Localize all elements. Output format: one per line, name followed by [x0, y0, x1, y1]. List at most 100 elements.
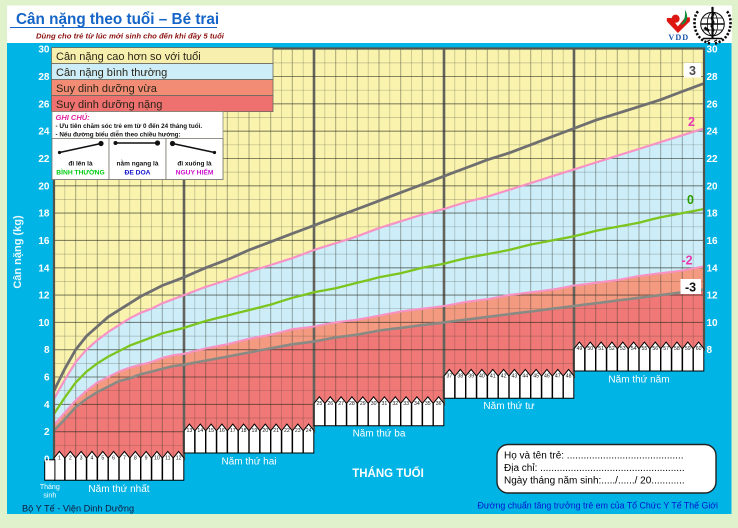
svg-text:24: 24 — [38, 127, 50, 138]
svg-text:44: 44 — [522, 373, 528, 379]
svg-text:56: 56 — [652, 346, 658, 352]
svg-text:đi xuống là: đi xuống là — [177, 160, 212, 168]
svg-text:58: 58 — [674, 346, 680, 352]
svg-text:26: 26 — [327, 401, 333, 407]
svg-text:43: 43 — [512, 373, 518, 379]
svg-text:27: 27 — [338, 401, 344, 407]
svg-text:3: 3 — [80, 455, 83, 461]
svg-text:Bộ Y Tế - Viện Dinh Dưỡng: Bộ Y Tế - Viện Dinh Dưỡng — [22, 504, 134, 514]
svg-text:16: 16 — [219, 428, 225, 434]
svg-text:10: 10 — [154, 455, 160, 461]
svg-text:Cân nặng (kg): Cân nặng (kg) — [12, 215, 24, 289]
svg-text:35: 35 — [425, 401, 431, 407]
svg-text:Cân nặng bình thường: Cân nặng bình thường — [56, 67, 167, 79]
svg-text:8: 8 — [707, 345, 713, 356]
svg-text:42: 42 — [501, 373, 507, 379]
svg-text:12: 12 — [38, 291, 50, 302]
svg-text:59: 59 — [685, 346, 691, 352]
svg-text:Suy dinh dưỡng nặng: Suy dinh dưỡng nặng — [56, 99, 162, 111]
svg-text:8: 8 — [134, 455, 137, 461]
svg-text:6: 6 — [112, 455, 115, 461]
svg-text:2: 2 — [44, 427, 50, 438]
svg-text:40: 40 — [479, 373, 485, 379]
svg-text:28: 28 — [38, 72, 50, 83]
svg-text:13: 13 — [187, 428, 193, 434]
svg-text:45: 45 — [533, 373, 539, 379]
svg-text:37: 37 — [447, 373, 453, 379]
svg-text:14: 14 — [707, 263, 719, 274]
svg-text:30: 30 — [707, 45, 719, 56]
svg-text:24: 24 — [707, 127, 719, 138]
svg-text:52: 52 — [609, 346, 615, 352]
svg-text:BÌNH THƯỜNG: BÌNH THƯỜNG — [56, 168, 104, 177]
svg-text:55: 55 — [642, 346, 648, 352]
svg-text:- Ưu tiên chăm sóc trẻ em từ 0: - Ưu tiên chăm sóc trẻ em từ 0 đến 24 th… — [56, 122, 203, 130]
svg-text:Cân nặng theo tuổi – Bé trai: Cân nặng theo tuổi – Bé trai — [16, 11, 219, 28]
svg-text:nằm ngang là: nằm ngang là — [117, 159, 159, 168]
svg-text:Họ và tên trẻ: ...............: Họ và tên trẻ: .........................… — [504, 451, 684, 462]
svg-text:26: 26 — [38, 99, 50, 110]
svg-text:15: 15 — [208, 428, 214, 434]
svg-text:31: 31 — [382, 401, 388, 407]
svg-text:34: 34 — [414, 401, 420, 407]
svg-text:21: 21 — [273, 428, 279, 434]
svg-text:11: 11 — [165, 455, 170, 461]
svg-text:3: 3 — [689, 64, 696, 78]
svg-text:NGUY HIỂM: NGUY HIỂM — [176, 168, 214, 177]
svg-text:22: 22 — [707, 154, 719, 165]
svg-text:8: 8 — [44, 345, 50, 356]
svg-text:-3: -3 — [685, 281, 696, 295]
svg-text:50: 50 — [587, 346, 593, 352]
svg-text:VDD: VDD — [668, 33, 689, 42]
svg-text:32: 32 — [392, 401, 398, 407]
svg-text:2: 2 — [69, 455, 72, 461]
svg-text:41: 41 — [490, 373, 496, 379]
svg-text:28: 28 — [349, 401, 355, 407]
svg-text:17: 17 — [230, 428, 236, 434]
svg-text:47: 47 — [555, 373, 561, 379]
svg-text:53: 53 — [620, 346, 626, 352]
svg-text:-2: -2 — [681, 254, 692, 268]
svg-text:5: 5 — [101, 455, 104, 461]
svg-text:6: 6 — [44, 373, 50, 384]
svg-text:Năm thứ hai: Năm thứ hai — [221, 457, 276, 468]
svg-text:46: 46 — [544, 373, 550, 379]
svg-text:26: 26 — [707, 99, 719, 110]
svg-text:Cân nặng cao hơn so với tuổi: Cân nặng cao hơn so với tuổi — [56, 51, 201, 63]
svg-text:28: 28 — [707, 72, 719, 83]
svg-text:38: 38 — [457, 373, 463, 379]
svg-text:0: 0 — [687, 193, 694, 207]
svg-text:0: 0 — [44, 455, 50, 466]
svg-text:10: 10 — [38, 318, 50, 329]
svg-text:22: 22 — [284, 428, 290, 434]
svg-text:24: 24 — [306, 428, 312, 434]
svg-text:30: 30 — [371, 401, 377, 407]
svg-text:16: 16 — [38, 236, 50, 247]
svg-text:Đường chuẩn tăng trưởng trẻ em: Đường chuẩn tăng trưởng trẻ em của Tổ Ch… — [477, 501, 718, 511]
svg-text:Tháng: Tháng — [40, 484, 60, 491]
svg-text:14: 14 — [197, 428, 203, 434]
svg-text:Năm thứ tư: Năm thứ tư — [483, 401, 534, 412]
svg-text:Năm thứ ba: Năm thứ ba — [353, 429, 406, 440]
svg-text:7: 7 — [123, 455, 126, 461]
svg-text:Địa chỉ: .....................: Địa chỉ: ...............................… — [504, 462, 685, 474]
svg-text:1: 1 — [58, 455, 61, 461]
svg-text:4: 4 — [90, 455, 93, 461]
svg-text:14: 14 — [38, 263, 50, 274]
svg-text:29: 29 — [360, 401, 366, 407]
svg-text:54: 54 — [631, 346, 637, 352]
svg-text:18: 18 — [241, 428, 247, 434]
svg-text:20: 20 — [262, 428, 268, 434]
svg-text:18: 18 — [38, 209, 50, 220]
svg-text:51: 51 — [598, 346, 604, 352]
svg-text:Năm thứ nhất: Năm thứ nhất — [88, 483, 149, 495]
svg-text:ĐE DOA: ĐE DOA — [124, 170, 150, 177]
svg-text:4: 4 — [44, 400, 50, 411]
svg-text:Dùng cho trẻ từ lúc mới sinh c: Dùng cho trẻ từ lúc mới sinh cho đến khi… — [36, 32, 225, 41]
svg-text:39: 39 — [468, 373, 474, 379]
svg-text:12: 12 — [707, 291, 719, 302]
svg-text:36: 36 — [436, 401, 442, 407]
svg-text:20: 20 — [707, 181, 719, 192]
svg-text:sinh: sinh — [43, 493, 56, 500]
svg-text:10: 10 — [707, 318, 719, 329]
